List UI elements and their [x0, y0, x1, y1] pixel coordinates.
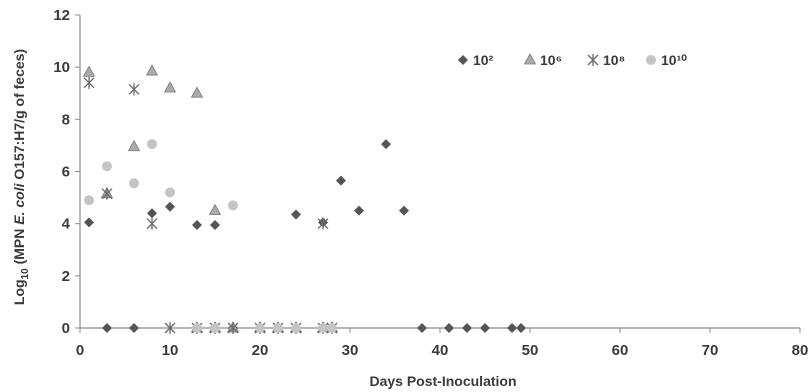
series-group [84, 139, 337, 333]
data-point [101, 187, 113, 200]
data-point [228, 200, 238, 211]
series-group [82, 64, 339, 333]
x-tick-label: 40 [432, 342, 449, 359]
axes [75, 14, 801, 333]
data-point [83, 76, 95, 89]
y-tick-label: 4 [62, 216, 71, 233]
legend-marker [458, 55, 468, 65]
data-point [192, 323, 202, 333]
legend-item: 10⁶ [523, 52, 562, 68]
data-point [480, 323, 490, 333]
data-point [444, 323, 454, 333]
data-point [210, 323, 220, 333]
legend-label: 10² [473, 52, 494, 68]
data-point [163, 81, 177, 93]
data-point [417, 323, 427, 333]
data-point [516, 323, 526, 333]
data-point [327, 323, 337, 333]
x-tick-label: 10 [162, 342, 179, 359]
y-tick-label: 10 [53, 59, 70, 76]
data-point [84, 217, 94, 228]
legend-item: 10² [458, 52, 494, 68]
y-tick-label: 12 [53, 7, 70, 24]
data-point [164, 322, 176, 334]
data-point [507, 323, 517, 333]
legend-label: 10⁸ [603, 52, 625, 68]
y-axis-title: Log10 (MPN E. coli O157:H7/g of feces) [11, 49, 31, 305]
legend-label: 10⁶ [540, 52, 562, 68]
series-group [84, 139, 526, 333]
data-point [190, 86, 204, 98]
data-point [102, 161, 112, 172]
y-tick-label: 6 [62, 164, 70, 181]
data-point [147, 139, 157, 150]
x-tick-label: 20 [252, 342, 269, 359]
legend-item: 10¹⁰ [646, 52, 687, 68]
data-point [192, 219, 202, 230]
data-point [82, 65, 96, 77]
legend: 10² 10⁶ 10⁸ 10¹⁰ [458, 52, 687, 68]
y-tick-label: 2 [62, 268, 70, 285]
data-point [354, 205, 364, 216]
legend-item: 10⁸ [587, 52, 625, 68]
data-point [147, 208, 157, 219]
data-point [84, 195, 94, 206]
x-tick-label: 50 [522, 342, 539, 359]
legend-marker [523, 53, 537, 65]
y-tick-labels: 0 2 4 6 8 10 12 [53, 7, 70, 337]
data-point [146, 217, 158, 230]
data-point [317, 217, 329, 230]
data-point [128, 83, 140, 96]
data-point [129, 178, 139, 189]
data-point [399, 205, 409, 216]
data-point [381, 139, 391, 150]
x-axis-title: Days Post-Inoculation [369, 373, 516, 389]
x-tick-label: 30 [342, 342, 359, 359]
data-point [227, 322, 239, 334]
data-point [145, 64, 159, 76]
data-point [336, 175, 346, 186]
x-tick-label: 60 [612, 342, 629, 359]
x-tick-labels: 0 10 20 30 40 50 60 70 80 [76, 342, 809, 359]
data-point [129, 323, 139, 333]
data-point [291, 209, 301, 220]
data-point [462, 323, 472, 333]
y-tick-label: 0 [62, 320, 70, 337]
data-point [318, 323, 328, 333]
legend-marker [646, 55, 656, 65]
x-tick-label: 70 [702, 342, 719, 359]
data-point [255, 323, 265, 333]
legend-marker [587, 54, 599, 66]
data-point [291, 323, 301, 333]
y-tick-label: 8 [62, 111, 70, 128]
data-point [273, 323, 283, 333]
data-point [165, 187, 175, 198]
data-point [165, 201, 175, 212]
data-point [208, 203, 222, 216]
data-point [127, 139, 141, 152]
data-point [210, 219, 220, 230]
series-group [83, 76, 338, 334]
legend-label: 10¹⁰ [661, 52, 687, 68]
data-points [82, 64, 526, 334]
x-tick-label: 80 [792, 342, 809, 359]
data-point [102, 323, 112, 333]
x-tick-label: 0 [76, 342, 84, 359]
